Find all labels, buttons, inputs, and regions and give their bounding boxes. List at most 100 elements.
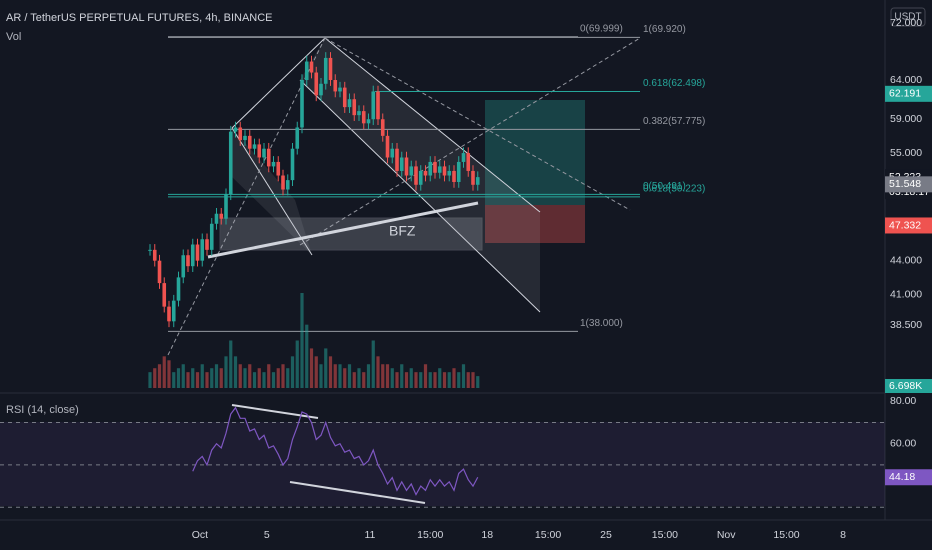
- volume-bar: [428, 372, 432, 388]
- volume-bar: [262, 372, 266, 388]
- rsi-band: [0, 422, 885, 506]
- volume-bar: [309, 348, 314, 388]
- candle-body: [195, 244, 200, 261]
- price-tick-label: 64.000: [890, 74, 922, 86]
- channel-line: [324, 37, 541, 213]
- currency-badge[interactable]: [890, 7, 926, 27]
- candle-body: [266, 148, 271, 167]
- volume-bar: [357, 368, 361, 388]
- volume-bar: [452, 368, 456, 388]
- price-marker: 51.548: [889, 178, 921, 190]
- candle-body: [148, 249, 152, 251]
- candle-body: [347, 99, 352, 108]
- volume-bar: [176, 368, 181, 388]
- candle-body: [361, 111, 366, 124]
- volume-bar: [214, 364, 219, 388]
- candle-body: [437, 166, 442, 173]
- candle-body: [181, 255, 186, 278]
- volume-bar: [181, 364, 185, 388]
- time-tick-label: 11: [364, 529, 375, 541]
- time-tick-label: 15:00: [652, 529, 678, 541]
- divergence-line: [289, 481, 426, 504]
- volume-bar: [333, 364, 337, 388]
- volume-bar: [447, 372, 451, 388]
- time-tick-label: 8: [840, 529, 846, 541]
- price-marker-bg: [885, 217, 932, 234]
- rsi-tick-label: 80.00: [890, 395, 916, 407]
- volume-bar: [205, 372, 209, 388]
- rsi-marker-bg: [885, 469, 932, 486]
- candle-body: [409, 166, 414, 176]
- bfz-label: BFZ: [389, 223, 416, 239]
- price-tick-label: 41.000: [890, 289, 922, 301]
- volume-bar: [461, 364, 466, 388]
- volume-bar: [381, 364, 385, 388]
- volume-bar: [400, 364, 404, 388]
- volume-bar: [371, 340, 375, 388]
- candle-body: [304, 61, 309, 81]
- candle-body: [447, 170, 452, 176]
- candle-body: [461, 153, 466, 162]
- long-position-stop: [485, 205, 585, 243]
- price-tick-label: 59.000: [890, 113, 922, 125]
- volume-bar: [305, 324, 309, 388]
- volume-bar: [376, 356, 380, 388]
- volume-bar: [229, 340, 233, 388]
- candle-body: [247, 135, 252, 149]
- volume-bar: [352, 372, 356, 388]
- fib-label: 0.618(62.498): [643, 78, 705, 89]
- fib-label: 1(69.920): [643, 24, 686, 35]
- time-tick-label: Oct: [192, 529, 208, 541]
- volume-bar: [252, 372, 257, 388]
- candle-body: [214, 213, 219, 224]
- candle-body: [209, 223, 214, 250]
- candle-body: [295, 127, 300, 149]
- fib-label: 1(38.000): [580, 318, 623, 329]
- trend-line: [207, 201, 479, 259]
- price-tick-label: 44.000: [890, 254, 922, 266]
- candle-body: [319, 83, 323, 96]
- volume-bar: [219, 368, 223, 388]
- candle-body: [466, 153, 471, 171]
- volume-bar: [172, 372, 176, 388]
- candle-body: [414, 166, 418, 185]
- candle-body: [252, 144, 257, 149]
- volume-bar: [276, 368, 280, 388]
- volume-label: Vol: [6, 31, 21, 43]
- volume-bar: [290, 356, 295, 388]
- candle-body: [399, 157, 404, 171]
- price-marker-bg: [885, 176, 932, 193]
- price-tick-label: 55.000: [890, 147, 922, 159]
- candle-body: [423, 170, 428, 176]
- candle-body: [338, 87, 342, 92]
- rsi-line: [192, 406, 479, 496]
- candle-body: [456, 161, 461, 182]
- volume-bar: [476, 376, 480, 388]
- candle-body: [380, 119, 385, 136]
- rsi-marker: 44.18: [889, 471, 915, 483]
- volume-bar: [162, 356, 166, 388]
- candle-body: [314, 72, 319, 96]
- candle-body: [205, 239, 209, 250]
- candle-body: [238, 127, 243, 141]
- candle-body: [300, 80, 304, 128]
- volume-bar: [433, 372, 437, 388]
- candle-body: [323, 57, 328, 84]
- candle-body: [276, 161, 281, 176]
- candle-body: [186, 255, 190, 267]
- volume-bar: [271, 372, 276, 388]
- volume-bar: [395, 372, 399, 388]
- volume-bar: [295, 340, 299, 388]
- volume-bar: [347, 364, 352, 388]
- candle-body: [285, 180, 290, 190]
- candle-body: [452, 170, 456, 182]
- candle-body: [219, 213, 224, 219]
- time-tick-label: 18: [481, 529, 493, 541]
- volume-bar: [338, 364, 342, 388]
- candle-body: [233, 127, 238, 132]
- channel-line: [299, 79, 541, 313]
- volume-bar: [157, 364, 162, 388]
- volume-bar: [343, 368, 347, 388]
- volume-bar: [238, 364, 242, 388]
